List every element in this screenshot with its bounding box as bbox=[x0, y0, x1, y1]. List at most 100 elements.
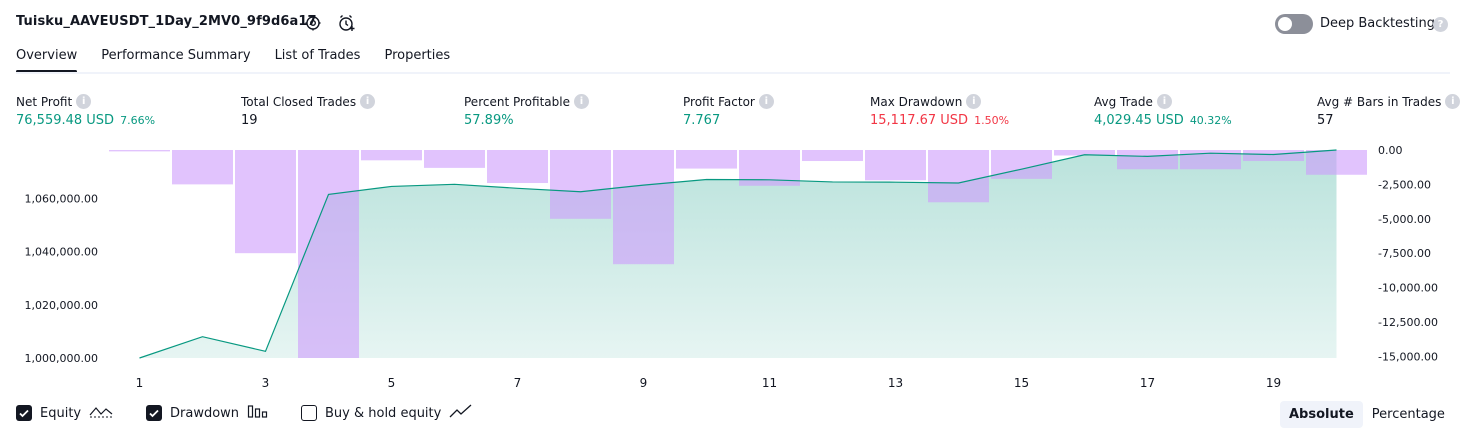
drawdown-bar bbox=[1054, 150, 1115, 156]
buy-hold-checkbox[interactable] bbox=[301, 405, 317, 421]
tab-properties[interactable]: Properties bbox=[384, 48, 451, 63]
tab-divider bbox=[16, 72, 1450, 74]
x-tick-label: 3 bbox=[262, 376, 270, 390]
metric-avg-bars-in-trades: Avg # Bars in Trades i 57 bbox=[1317, 94, 1461, 128]
equity-line bbox=[139, 149, 1337, 359]
alarm-clock-plus-icon[interactable] bbox=[337, 13, 357, 33]
legend-equity[interactable]: Equity bbox=[16, 403, 113, 423]
metric-percent: 1.50% bbox=[974, 114, 1010, 127]
equity-drawdown-chart: 1,060,000.00 1,040,000.00 1,020,000.00 1,00… bbox=[25, 144, 1438, 390]
metric-label: Avg # Bars in Trades bbox=[1317, 94, 1442, 109]
drawdown-bar bbox=[550, 150, 611, 219]
metric-net-profit: Net Profit i 76,559.48 USD 7.66% bbox=[16, 94, 155, 128]
tab-list-of-trades[interactable]: List of Trades bbox=[274, 48, 361, 63]
y-right-tick-label: -10,000.00 bbox=[1378, 282, 1438, 295]
metric-value: 15,117.67 USD bbox=[870, 113, 969, 128]
drawdown-bar bbox=[361, 150, 422, 161]
drawdown-bar bbox=[487, 150, 548, 184]
tab-performance-summary[interactable]: Performance Summary bbox=[101, 48, 251, 63]
toggle-knob bbox=[1278, 17, 1292, 31]
y-right-tick-label: -5,000.00 bbox=[1378, 213, 1431, 226]
drawdown-checkbox[interactable] bbox=[146, 405, 162, 421]
drawdown-bar bbox=[676, 150, 737, 169]
metric-value: 57 bbox=[1317, 113, 1334, 128]
x-tick-label: 5 bbox=[388, 376, 396, 390]
y-right-tick-label: -15,000.00 bbox=[1378, 350, 1438, 363]
equity-checkbox[interactable] bbox=[16, 405, 32, 421]
drawdown-bar bbox=[1306, 150, 1367, 175]
drawdown-bar bbox=[802, 150, 863, 162]
legend-label: Drawdown bbox=[170, 405, 240, 421]
metric-label: Avg Trade bbox=[1094, 94, 1153, 109]
drawdown-bar bbox=[235, 150, 296, 254]
legend-drawdown[interactable]: Drawdown bbox=[146, 403, 269, 423]
help-icon[interactable]: i bbox=[966, 94, 982, 109]
metric-max-drawdown: Max Drawdown i 15,117.67 USD 1.50% bbox=[870, 94, 1009, 128]
metric-label: Profit Factor bbox=[683, 94, 755, 109]
legend-label: Buy & hold equity bbox=[325, 405, 442, 421]
metric-value: 7.767 bbox=[683, 113, 721, 128]
tab-bar: Overview Performance Summary List of Tra… bbox=[16, 48, 474, 73]
legend-label: Equity bbox=[40, 405, 82, 421]
help-icon[interactable]: i bbox=[758, 94, 774, 109]
strategy-title: Tuisku_AAVEUSDT_1Day_2MV0_9f9d6a17 bbox=[16, 14, 317, 29]
gear-icon[interactable] bbox=[303, 13, 323, 33]
drawdown-bar bbox=[613, 150, 674, 265]
drawdown-bar bbox=[1117, 150, 1178, 170]
equity-area bbox=[139, 150, 1337, 358]
x-tick-label: 11 bbox=[762, 376, 777, 390]
buy-hold-line-icon bbox=[449, 403, 473, 423]
y-left-tick-label: 1,060,000.00 bbox=[25, 192, 98, 205]
y-right-tick-label: -2,500.00 bbox=[1378, 178, 1431, 191]
metric-percent-profitable: Percent Profitable i 57.89% bbox=[464, 94, 589, 128]
absolute-button[interactable]: Absolute bbox=[1280, 400, 1363, 428]
x-tick-label: 13 bbox=[888, 376, 903, 390]
drawdown-bar bbox=[928, 150, 989, 203]
y-right-tick-label: 0.00 bbox=[1378, 144, 1403, 157]
drawdown-bar bbox=[424, 150, 485, 168]
metric-value: 4,029.45 USD bbox=[1094, 113, 1184, 128]
tab-overview[interactable]: Overview bbox=[16, 48, 78, 73]
x-tick-label: 1 bbox=[136, 376, 144, 390]
metric-profit-factor: Profit Factor i 7.767 bbox=[683, 94, 774, 128]
drawdown-bar bbox=[1180, 150, 1241, 170]
y-left-tick-label: 1,020,000.00 bbox=[25, 299, 98, 312]
metric-value: 57.89% bbox=[464, 113, 514, 128]
metric-label: Percent Profitable bbox=[464, 94, 570, 109]
metric-value: 19 bbox=[241, 113, 258, 128]
help-icon[interactable]: i bbox=[76, 94, 92, 109]
drawdown-bar bbox=[172, 150, 233, 185]
drawdown-bar bbox=[1243, 150, 1304, 162]
legend-buy-hold[interactable]: Buy & hold equity bbox=[301, 403, 473, 423]
help-icon[interactable]: ? bbox=[1433, 17, 1448, 32]
percentage-button[interactable]: Percentage bbox=[1371, 406, 1445, 422]
help-icon[interactable]: i bbox=[1156, 94, 1172, 109]
metric-percent: 7.66% bbox=[120, 114, 156, 127]
metric-label: Total Closed Trades bbox=[241, 94, 357, 109]
metric-value: 76,559.48 USD bbox=[16, 113, 115, 128]
help-icon[interactable]: i bbox=[1445, 94, 1461, 109]
help-icon[interactable]: i bbox=[360, 94, 376, 109]
x-tick-label: 17 bbox=[1140, 376, 1155, 390]
metric-avg-trade: Avg Trade i 4,029.45 USD 40.32% bbox=[1094, 94, 1232, 128]
x-tick-label: 9 bbox=[640, 376, 648, 390]
drawdown-bars-icon bbox=[247, 403, 269, 423]
drawdown-bar bbox=[865, 150, 926, 181]
metric-label: Max Drawdown bbox=[870, 94, 963, 109]
y-right-tick-label: -7,500.00 bbox=[1378, 247, 1431, 260]
equity-line-icon bbox=[89, 403, 113, 423]
y-right-tick-label: -12,500.00 bbox=[1378, 316, 1438, 329]
x-tick-label: 7 bbox=[514, 376, 522, 390]
drawdown-bar bbox=[298, 150, 359, 358]
deep-backtesting-label: Deep Backtesting bbox=[1320, 16, 1436, 31]
x-tick-label: 15 bbox=[1014, 376, 1029, 390]
metric-total-closed-trades: Total Closed Trades i 19 bbox=[241, 94, 376, 128]
metric-label: Net Profit bbox=[16, 94, 73, 109]
view-mode-toggle: Absolute Percentage bbox=[1280, 400, 1454, 428]
metric-percent: 40.32% bbox=[1189, 114, 1232, 127]
y-left-tick-label: 1,000,000.00 bbox=[25, 352, 98, 365]
y-left-tick-label: 1,040,000.00 bbox=[25, 246, 98, 259]
deep-backtesting-toggle[interactable] bbox=[1275, 14, 1313, 34]
x-tick-label: 19 bbox=[1266, 376, 1281, 390]
help-icon[interactable]: i bbox=[573, 94, 589, 109]
